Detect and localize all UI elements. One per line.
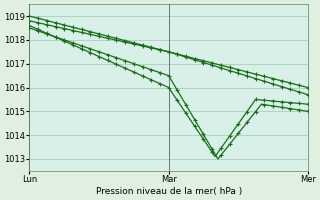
X-axis label: Pression niveau de la mer( hPa ): Pression niveau de la mer( hPa ) — [96, 187, 242, 196]
